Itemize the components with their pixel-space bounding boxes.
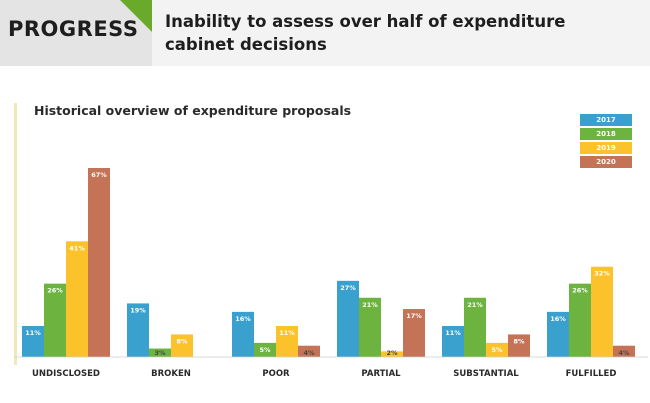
bar-undisclosed-2020 — [88, 168, 110, 357]
badge-label: PROGRESS — [8, 17, 139, 41]
data-label: 11% — [279, 329, 295, 337]
bar-partial-2020 — [403, 309, 425, 357]
bar-substantial-2017 — [442, 325, 464, 357]
bar-poor-2017 — [232, 311, 254, 357]
bar-fulfilled-2017 — [547, 311, 569, 357]
bar-fulfilled-2020 — [613, 345, 635, 357]
data-label: 27% — [340, 284, 356, 292]
data-label: 11% — [445, 329, 461, 337]
legend-item-2019: 2019 — [580, 142, 632, 154]
data-label: 3% — [154, 349, 166, 357]
bar-poor-2018 — [254, 342, 276, 357]
data-label: 4% — [303, 349, 315, 357]
data-label: 2% — [386, 349, 398, 357]
legend-item-2018: 2018 — [580, 128, 632, 140]
bar-substantial-2020 — [508, 334, 530, 357]
bar-poor-2020 — [298, 345, 320, 357]
data-label: 67% — [91, 171, 107, 179]
data-label: 21% — [467, 301, 483, 309]
data-label: 16% — [235, 315, 251, 323]
bar-undisclosed-2018 — [44, 283, 66, 357]
bar-partial-2017 — [337, 280, 359, 357]
bar-substantial-2018 — [464, 297, 486, 357]
data-label: 19% — [130, 306, 146, 314]
data-label: 41% — [69, 244, 85, 252]
bar-undisclosed-2019 — [66, 241, 88, 357]
x-tick-label: BROKEN — [151, 369, 191, 379]
legend-item-2017: 2017 — [580, 114, 632, 126]
bar-broken-2018 — [149, 348, 171, 357]
bar-broken-2017 — [127, 303, 149, 357]
chart-accent-line — [14, 103, 17, 365]
data-label: 17% — [406, 312, 422, 320]
bar-substantial-2019 — [486, 342, 508, 357]
data-label: 8% — [513, 337, 525, 345]
data-label: 4% — [618, 349, 630, 357]
data-label: 5% — [259, 346, 271, 354]
data-label: 8% — [176, 337, 188, 345]
bar-broken-2019 — [171, 334, 193, 357]
bar-partial-2019 — [381, 351, 403, 357]
corner-accent — [120, 0, 152, 32]
bar-undisclosed-2017 — [22, 325, 44, 357]
x-tick-label: SUBSTANTIAL — [453, 369, 519, 379]
bar-fulfilled-2018 — [569, 283, 591, 357]
page-title: Inability to assess over half of expendi… — [165, 12, 566, 54]
data-label: 5% — [491, 346, 503, 354]
x-tick-label: POOR — [262, 369, 290, 379]
x-tick-label: FULFILLED — [566, 369, 617, 379]
data-label: 16% — [550, 315, 566, 323]
x-tick-label: PARTIAL — [361, 369, 401, 379]
bar-partial-2018 — [359, 297, 381, 357]
data-label: 32% — [594, 270, 610, 278]
data-label: 26% — [47, 287, 63, 295]
legend-item-2020: 2020 — [580, 156, 632, 168]
bar-fulfilled-2019 — [591, 266, 613, 357]
data-label: 21% — [362, 301, 378, 309]
chart-title: Historical overview of expenditure propo… — [34, 103, 352, 118]
x-tick-label: UNDISCLOSED — [32, 369, 100, 379]
data-label: 11% — [25, 329, 41, 337]
data-label: 26% — [572, 287, 588, 295]
bar-poor-2019 — [276, 325, 298, 357]
